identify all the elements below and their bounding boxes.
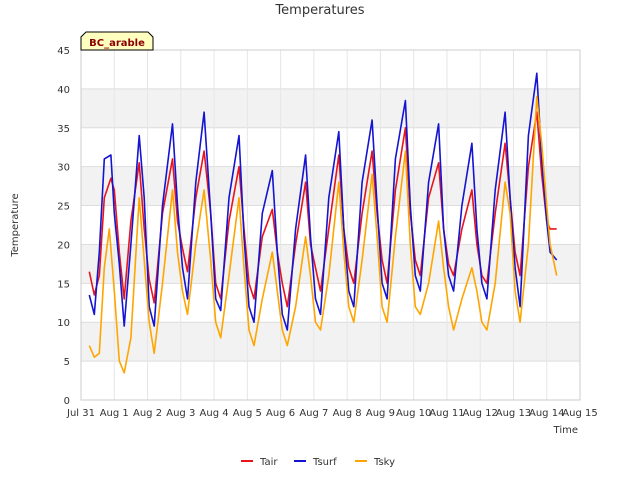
band-35-40 xyxy=(81,88,580,128)
x-tick-label: Aug 15 xyxy=(562,408,597,419)
y-tick-labels: 0 5 10 15 20 25 30 35 40 45 xyxy=(57,46,70,407)
x-tick-label: Aug 14 xyxy=(529,408,564,419)
y-tick-label: 0 xyxy=(64,396,70,407)
legend-label-tsurf: Tsurf xyxy=(312,457,337,468)
series-line-tsurf xyxy=(88,72,558,331)
y-tick-label: 45 xyxy=(57,46,70,57)
x-tick-labels: Jul 31 Aug 1 Aug 2 Aug 3 Aug 4 Aug 5 Aug 6 Aug … xyxy=(66,408,598,419)
plot-background-bands xyxy=(81,50,580,400)
x-tick-label: Jul 31 xyxy=(66,408,95,419)
band-30-35 xyxy=(81,127,580,167)
x-axis-label: Time xyxy=(553,425,578,436)
y-tick-label: 35 xyxy=(57,124,70,135)
x-tick-label: Aug 10 xyxy=(396,408,431,419)
band-40-45 xyxy=(81,50,580,89)
x-tick-label: Aug 4 xyxy=(200,408,229,419)
band-0-5 xyxy=(81,361,580,400)
x-tick-label: Aug 7 xyxy=(299,408,328,419)
x-tick-label: Aug 13 xyxy=(496,408,531,419)
y-tick-label: 30 xyxy=(57,163,70,174)
legend: Tair Tsurf Tsky xyxy=(241,457,395,468)
x-tick-label: Aug 3 xyxy=(166,408,195,419)
x-tick-label: Aug 11 xyxy=(429,408,464,419)
x-tick-label: Aug 1 xyxy=(100,408,129,419)
x-tick-label: Aug 2 xyxy=(133,408,162,419)
y-tick-label: 40 xyxy=(57,85,70,96)
band-10-15 xyxy=(81,283,580,323)
y-axis-label: Temperature xyxy=(10,193,21,257)
x-tick-label: Aug 5 xyxy=(233,408,262,419)
series-line-tsky xyxy=(88,95,558,374)
y-tick-label: 10 xyxy=(57,318,70,329)
y-tick-label: 15 xyxy=(57,279,70,290)
annotation-label: BC_arable xyxy=(89,38,145,49)
y-tick-label: 25 xyxy=(57,202,70,213)
annotation-background xyxy=(80,31,154,51)
site-annotation-box: BC_arable xyxy=(80,31,154,51)
chart-title: Temperatures xyxy=(274,3,364,18)
x-tick-label: Aug 12 xyxy=(462,408,497,419)
x-tick-label: Aug 9 xyxy=(366,408,395,419)
band-5-10 xyxy=(81,322,580,362)
x-tick-label: Aug 6 xyxy=(266,408,295,419)
y-tick-label: 5 xyxy=(64,357,70,368)
legend-label-tair: Tair xyxy=(259,457,278,468)
legend-label-tsky: Tsky xyxy=(373,457,395,468)
x-tick-label: Aug 8 xyxy=(333,408,362,419)
series-lines xyxy=(88,72,558,374)
plot-frame xyxy=(80,49,581,401)
y-tick-label: 20 xyxy=(57,240,70,251)
